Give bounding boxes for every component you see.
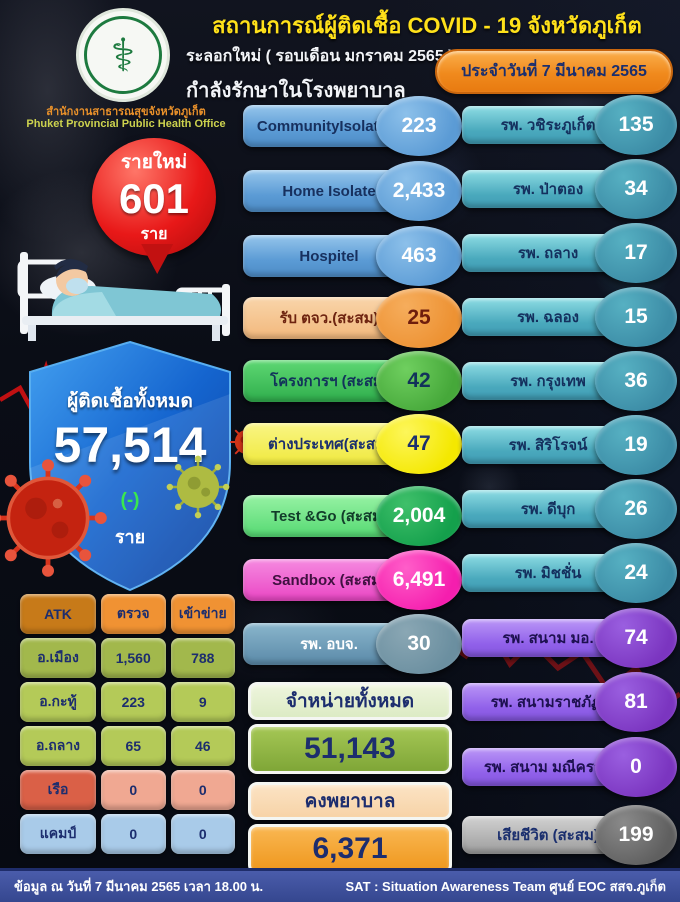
hospital-row-bangkok: รพ. กรุงเทพ 36 bbox=[462, 351, 677, 411]
hospital-row-field-rajabhat: รพ. สนามราชภัฏ. 81 bbox=[462, 672, 677, 732]
footer-credit: SAT : Situation Awareness Team ศูนย์ EOC… bbox=[345, 879, 666, 894]
hospital-row-field-psu: รพ. สนาม มอ. 74 bbox=[462, 608, 677, 668]
hospital-value: 17 bbox=[595, 223, 677, 283]
caduceus-icon: ⚕ bbox=[84, 16, 162, 94]
atk-cell: 46 bbox=[170, 726, 235, 766]
stat-row-overseas: ต่างประเทศ(สะสม) 47 bbox=[243, 414, 462, 474]
stat-value: 42 bbox=[376, 351, 462, 411]
hospital-value: 15 bbox=[595, 287, 677, 347]
total-cases-value: 57,514 bbox=[53, 417, 207, 473]
total-cases-label: ผู้ติดเชื้อทั้งหมด bbox=[67, 391, 193, 412]
new-cases-label: รายใหม่ bbox=[120, 152, 188, 174]
wave-subtitle: ระลอกใหม่ ( รอบเดือน มกราคม 2565 ) bbox=[186, 48, 454, 65]
hospital-row-chalong: รพ. ฉลอง 15 bbox=[462, 287, 677, 347]
hospital-row-siriroj: รพ. สิริโรจน์ 19 bbox=[462, 415, 677, 475]
hospital-value: 36 bbox=[595, 351, 677, 411]
deaths-value: 199 bbox=[595, 805, 677, 865]
hospital-row-dibuk: รพ. ดีบุก 26 bbox=[462, 479, 677, 539]
stat-row-test-and-go: Test &Go (สะสม) 2,004 bbox=[243, 486, 462, 546]
stat-value: 463 bbox=[376, 226, 462, 286]
atk-cell: 223 bbox=[101, 682, 166, 722]
atk-header-cell: เข้าข่าย bbox=[170, 594, 235, 634]
total-cases-change: (-) bbox=[120, 490, 140, 511]
deaths-row: เสียชีวิต (สะสม) 199 bbox=[462, 805, 677, 865]
atk-cell: 9 bbox=[170, 682, 235, 722]
stat-value: 223 bbox=[376, 96, 462, 156]
org-name-english: Phuket Provincial Public Health Office bbox=[26, 118, 226, 130]
moph-logo: ⚕ bbox=[76, 8, 170, 102]
in-care-value: 6,371 bbox=[248, 824, 452, 874]
discharged-label: จำหน่ายทั้งหมด bbox=[248, 682, 452, 720]
new-cases-value: 601 bbox=[118, 175, 190, 223]
stat-row-pao-hospital: รพ. อบจ. 30 bbox=[243, 614, 462, 674]
hospital-row-thalang: รพ. ถลาง 17 bbox=[462, 223, 677, 283]
virus-icon-green bbox=[166, 455, 230, 519]
patient-bed-icon bbox=[17, 252, 230, 341]
stat-row-sandbox: Sandbox (สะสม) 6,491 bbox=[243, 550, 462, 610]
org-name-thai: สำนักงานสาธารณสุขจังหวัดภูเก็ต bbox=[46, 106, 206, 118]
hospital-value: 0 bbox=[595, 737, 677, 797]
atk-cell: อ.ถลาง bbox=[20, 726, 96, 766]
atk-cell: 1,560 bbox=[101, 638, 166, 678]
footer-bar: ข้อมูล ณ วันที่ 7 มีนาคม 2565 เวลา 18.00… bbox=[0, 868, 680, 902]
in-care-label: คงพยาบาล bbox=[248, 782, 452, 820]
atk-header-row: ATK ตรวจ เข้าข่าย bbox=[20, 594, 235, 634]
stat-row-home-isolate: Home Isolate 2,433 bbox=[243, 161, 462, 221]
atk-row-boat: เรือ 0 0 bbox=[20, 770, 235, 810]
hospital-row-vachira: รพ. วชิระภูเก็ต 135 bbox=[462, 95, 677, 155]
stat-row-hospitel: Hospitel 463 bbox=[243, 226, 462, 286]
atk-cell: 65 bbox=[101, 726, 166, 766]
hospital-value: 34 bbox=[595, 159, 677, 219]
total-cases-unit: ราย bbox=[114, 527, 146, 547]
stat-row-project: โครงการฯ (สะสม) 42 bbox=[243, 351, 462, 411]
stat-value: 30 bbox=[376, 614, 462, 674]
page-title: สถานการณ์ผู้ติดเชื้อ COVID - 19 จังหวัดภ… bbox=[212, 13, 642, 38]
stat-value: 2,004 bbox=[376, 486, 462, 546]
hospital-value: 81 bbox=[595, 672, 677, 732]
atk-cell: 0 bbox=[170, 814, 235, 854]
atk-cell: เรือ bbox=[20, 770, 96, 810]
stat-value: 6,491 bbox=[376, 550, 462, 610]
hospital-row-mission: รพ. มิชชั่น 24 bbox=[462, 543, 677, 603]
virus-icon-red bbox=[0, 459, 107, 577]
hospital-value: 24 bbox=[595, 543, 677, 603]
treatment-subtitle: กำลังรักษาในโรงพยาบาล bbox=[186, 80, 406, 102]
date-badge: ประจำวันที่ 7 มีนาคม 2565 bbox=[435, 49, 673, 94]
hospital-value: 26 bbox=[595, 479, 677, 539]
footer-data-timestamp: ข้อมูล ณ วันที่ 7 มีนาคม 2565 เวลา 18.00… bbox=[14, 879, 264, 894]
hospital-value: 135 bbox=[595, 95, 677, 155]
new-cases-balloon: รายใหม่ 601 ราย bbox=[92, 138, 216, 256]
atk-cell: อ.เมือง bbox=[20, 638, 96, 678]
atk-cell: 788 bbox=[170, 638, 235, 678]
atk-cell: 0 bbox=[170, 770, 235, 810]
atk-header-cell: ATK bbox=[20, 594, 96, 634]
atk-row-mueang: อ.เมือง 1,560 788 bbox=[20, 638, 235, 678]
atk-cell: แคมป์ bbox=[20, 814, 96, 854]
atk-row-camp: แคมป์ 0 0 bbox=[20, 814, 235, 854]
stat-row-community-isolation: CommunityIsolation 223 bbox=[243, 96, 462, 156]
stat-value: 25 bbox=[376, 288, 462, 348]
new-cases-unit: ราย bbox=[140, 225, 168, 243]
hospital-value: 19 bbox=[595, 415, 677, 475]
stat-value: 47 bbox=[376, 414, 462, 474]
stat-row-other-province: รับ ตจว.(สะสม) 25 bbox=[243, 288, 462, 348]
atk-cell: อ.กะทู้ bbox=[20, 682, 96, 722]
atk-cell: 0 bbox=[101, 814, 166, 854]
atk-row-thalang: อ.ถลาง 65 46 bbox=[20, 726, 235, 766]
hospital-row-field-manikram: รพ. สนาม มณีคราม 0 bbox=[462, 737, 677, 797]
stat-value: 2,433 bbox=[376, 161, 462, 221]
atk-header-cell: ตรวจ bbox=[101, 594, 166, 634]
atk-cell: 0 bbox=[101, 770, 166, 810]
atk-row-kathu: อ.กะทู้ 223 9 bbox=[20, 682, 235, 722]
discharged-value: 51,143 bbox=[248, 724, 452, 774]
hospital-value: 74 bbox=[595, 608, 677, 668]
atk-table: ATK ตรวจ เข้าข่าย อ.เมือง 1,560 788 อ.กะ… bbox=[20, 594, 235, 854]
hospital-row-patong: รพ. ป่าตอง 34 bbox=[462, 159, 677, 219]
